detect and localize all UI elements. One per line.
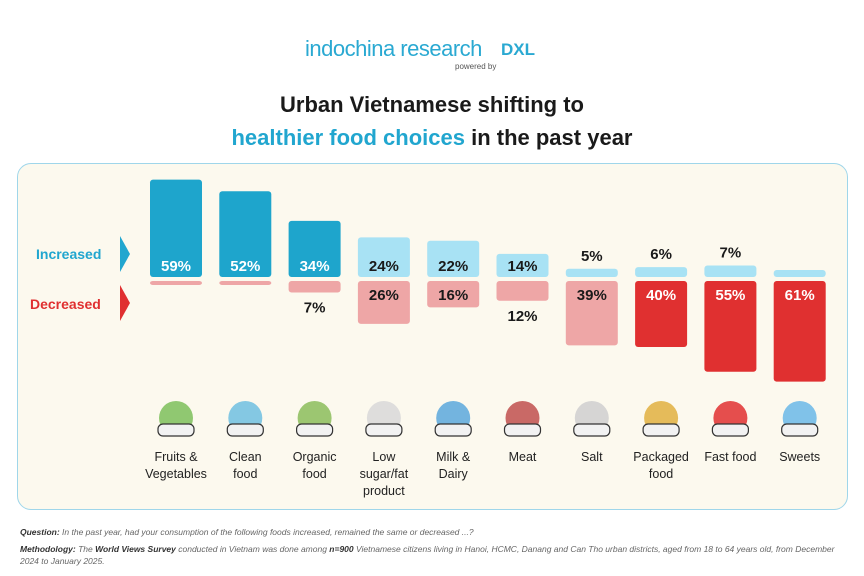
- method-label: Methodology:: [20, 544, 76, 554]
- method-text: The: [75, 544, 96, 554]
- increased-bar: [288, 220, 341, 277]
- increased-bar: [704, 265, 757, 277]
- increased-label: 5%: [581, 248, 603, 265]
- increased-label: 52%: [230, 258, 260, 275]
- category-line: Clean: [228, 450, 262, 464]
- increased-label: 7%: [720, 244, 742, 261]
- food-icon: [642, 423, 680, 437]
- category-label: Packaged food: [616, 449, 706, 483]
- method-text: Vietnamese citizens living in Hanoi, HCM…: [20, 544, 835, 566]
- food-icon: [226, 423, 264, 437]
- decreased-bar: [357, 281, 410, 324]
- category-label: Milk & Dairy: [408, 449, 498, 483]
- legend-decreased: Decreased: [30, 296, 101, 312]
- food-icon: [157, 423, 195, 437]
- category-line: food: [648, 467, 674, 481]
- increased-bar: [150, 179, 202, 277]
- powered-by: powered by: [455, 62, 497, 71]
- decreased-bar: [704, 281, 757, 372]
- increased-label: 22%: [438, 258, 468, 275]
- increased-bar: [635, 267, 688, 277]
- methodology-note: Methodology: The World Views Survey cond…: [20, 543, 850, 567]
- food-icon: [365, 423, 403, 437]
- decreased-label: 40%: [646, 287, 676, 304]
- category-label: Clean food: [200, 449, 290, 483]
- category-label: Meat: [478, 449, 568, 466]
- category-line: Meat: [508, 450, 537, 464]
- brand-logo: indochina research powered by DXL: [305, 28, 565, 78]
- decreased-label: 26%: [369, 287, 399, 304]
- decreased-bar: [219, 281, 272, 285]
- increased-label: 24%: [369, 258, 399, 275]
- increased-bar: [496, 253, 549, 277]
- decreased-bar: [496, 281, 549, 301]
- increased-bar: [219, 191, 272, 277]
- category-line: Salt: [581, 450, 603, 464]
- category-line: Organic: [292, 450, 337, 464]
- title-rest: in the past year: [464, 125, 633, 150]
- category-label: Low sugar/fat product: [339, 449, 429, 500]
- decreased-label: 7%: [304, 300, 326, 317]
- category-line: sugar/fat: [359, 467, 409, 481]
- increased-label: 14%: [507, 258, 537, 275]
- decreased-label: 61%: [785, 287, 815, 304]
- brand-name: indochina research: [305, 36, 482, 61]
- decreased-label: 39%: [577, 287, 607, 304]
- category-label: Fruits & Vegetables: [131, 449, 221, 483]
- food-icon: [573, 423, 611, 437]
- category-line: Milk &: [436, 450, 471, 464]
- category-line: Sweets: [779, 450, 821, 464]
- arrow-right-icon: [120, 285, 130, 321]
- decreased-bar: [427, 281, 480, 308]
- decreased-bar: [150, 281, 202, 285]
- food-icon: [781, 423, 819, 437]
- question-note: Question: In the past year, had your con…: [20, 526, 474, 538]
- sample-size: n=900: [329, 544, 354, 554]
- legend-increased: Increased: [36, 246, 102, 262]
- food-icon: [711, 423, 750, 437]
- category-label: Organic food: [270, 449, 360, 483]
- category-line: food: [302, 467, 327, 481]
- decreased-bar: [565, 281, 618, 346]
- category-label: Fast food: [685, 449, 775, 466]
- decreased-bar: [635, 281, 688, 347]
- category-line: product: [363, 484, 405, 498]
- increased-label: 34%: [300, 258, 330, 275]
- increased-label: 59%: [161, 258, 191, 275]
- decreased-bar: [288, 281, 341, 293]
- category-line: Dairy: [438, 467, 468, 481]
- title-highlight: healthier food choices: [231, 125, 465, 150]
- increased-bar: [773, 270, 826, 277]
- decreased-bar: [773, 281, 826, 382]
- decreased-label: 55%: [715, 287, 745, 304]
- category-line: Packaged: [633, 450, 689, 464]
- title-line-2: healthier food choices in the past year: [0, 125, 864, 151]
- category-label: Sweets: [755, 449, 845, 466]
- increased-bar: [565, 268, 618, 277]
- increased-label: 6%: [650, 246, 672, 263]
- increased-bar: [357, 237, 410, 277]
- food-icon: [434, 423, 472, 437]
- decreased-label: 12%: [507, 308, 537, 325]
- category-line: Fast food: [704, 450, 757, 464]
- question-text: In the past year, had your consumption o…: [59, 527, 474, 537]
- food-icon: [296, 423, 334, 437]
- category-line: Low: [372, 450, 396, 464]
- question-label: Question:: [20, 527, 60, 537]
- survey-name: World Views Survey: [95, 544, 176, 554]
- category-line: Fruits &: [154, 450, 198, 464]
- category-line: food: [233, 467, 258, 481]
- category-label: Salt: [547, 449, 637, 466]
- category-line: Vegetables: [145, 467, 207, 481]
- decreased-label: 16%: [438, 287, 468, 304]
- method-text: conducted in Vietnam was done among: [175, 544, 330, 554]
- food-icon: [503, 423, 542, 437]
- partner-logo: DXL: [501, 40, 535, 59]
- arrow-right-icon: [120, 236, 130, 272]
- increased-bar: [427, 240, 480, 277]
- title-line-1: Urban Vietnamese shifting to: [280, 92, 584, 117]
